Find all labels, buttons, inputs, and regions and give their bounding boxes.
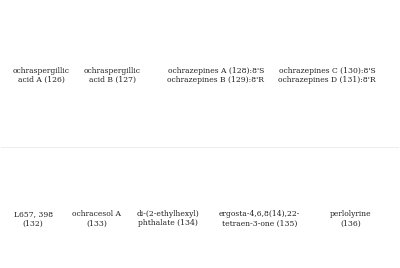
Text: di-(2-ethylhexyl)
phthalate (134): di-(2-ethylhexyl) phthalate (134) [137,210,200,228]
Text: perlolyrine
(136): perlolyrine (136) [330,210,372,228]
Text: L657, 398
(132): L657, 398 (132) [14,210,53,228]
Text: ochrazepines A (128):8'S
ochrazepines B (129):8'R: ochrazepines A (128):8'S ochrazepines B … [167,67,264,84]
Text: ochraspergillic
acid B (127): ochraspergillic acid B (127) [84,67,141,84]
Text: ergosta-4,6,8(14),22-
tetraen-3-one (135): ergosta-4,6,8(14),22- tetraen-3-one (135… [219,210,300,228]
Text: ochraspergillic
acid A (126): ochraspergillic acid A (126) [13,67,70,84]
Text: ochrazepines C (130):8'S
ochrazepines D (131):8'R: ochrazepines C (130):8'S ochrazepines D … [278,67,376,84]
Text: ochracesol A
(133): ochracesol A (133) [72,210,121,228]
